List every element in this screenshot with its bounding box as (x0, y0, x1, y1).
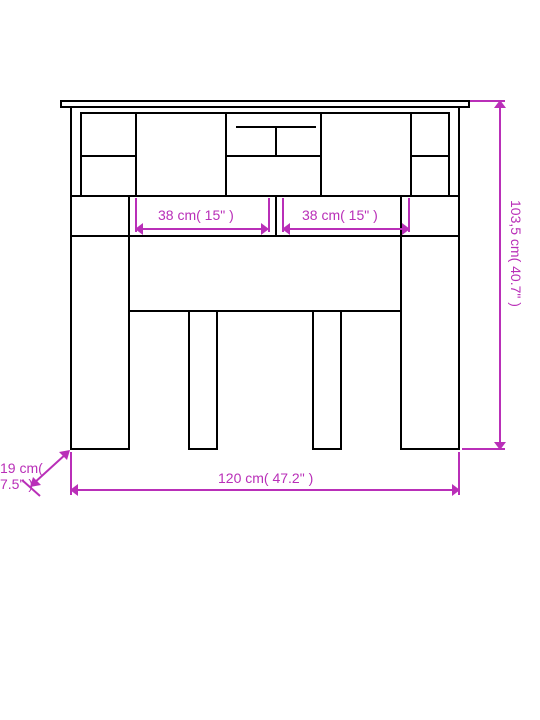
top-overhang-bottom (60, 106, 470, 108)
dim-width-line (76, 489, 454, 491)
dim-inner-right-line (288, 228, 404, 230)
dim-height-ext-b (462, 448, 505, 450)
side-inner-left (128, 195, 130, 450)
diagram-canvas: 38 cm( 15" ) 38 cm( 15" ) 103,5 cm( 40.7… (0, 0, 540, 720)
dim-inner-left-line (141, 228, 263, 230)
leg2-r (340, 310, 342, 450)
top-overhang-top (60, 100, 470, 102)
leg1-r (216, 310, 218, 450)
top-overhang-left (60, 100, 62, 108)
dim-inner-left-label: 38 cm( 15" ) (158, 207, 234, 223)
dim-height-label: 103,5 cm( 40.7" ) (508, 200, 524, 307)
midband-center (275, 195, 277, 237)
dim-inner-left-tick-r (268, 198, 270, 232)
dim-depth-label-a: 19 cm( 7.5" ) (0, 460, 70, 492)
shelf-mid-3 (410, 155, 450, 157)
leg2-b (312, 448, 342, 450)
dim-width-ext-r (458, 452, 460, 495)
leg1-b (188, 448, 218, 450)
body-bottom-right (400, 448, 460, 450)
shelf-center-v (275, 126, 277, 157)
leg1-l (188, 310, 190, 450)
body-right (458, 106, 460, 450)
dim-inner-left-tick-l (135, 198, 137, 232)
dim-height-line (499, 106, 501, 444)
drawer-bottom (128, 310, 402, 312)
body-bottom-left (70, 448, 130, 450)
dim-inner-right-tick-l (282, 198, 284, 232)
shelf-mid-1 (80, 155, 137, 157)
dim-width-label: 120 cm( 47.2" ) (218, 470, 313, 486)
body-left (70, 106, 72, 450)
dim-inner-right-label: 38 cm( 15" ) (302, 207, 378, 223)
dim-inner-right-tick-r (408, 198, 410, 232)
dim-height-ext-t (470, 100, 505, 102)
dim-width-ext-l (70, 452, 72, 495)
leg2-l (312, 310, 314, 450)
shelf-mid-2 (225, 155, 322, 157)
